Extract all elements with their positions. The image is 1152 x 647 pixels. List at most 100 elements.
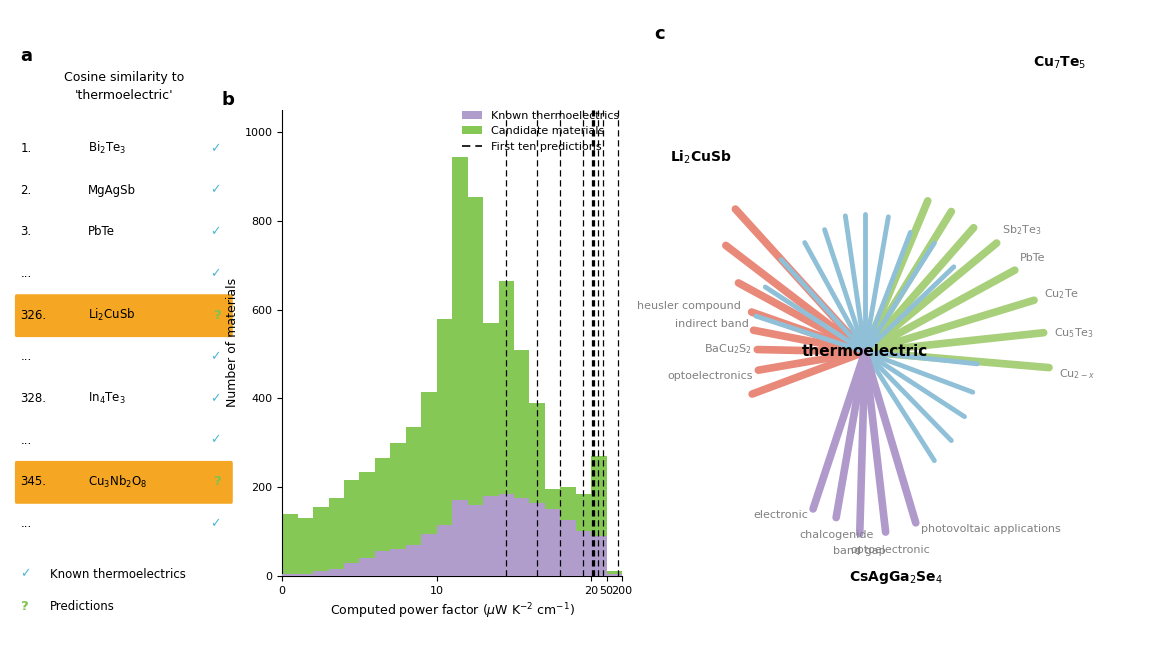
Bar — [406, 545, 422, 576]
Text: ✓: ✓ — [210, 392, 220, 405]
X-axis label: Computed power factor ($\mu$W K$^{-2}$ cm$^{-1}$): Computed power factor ($\mu$W K$^{-2}$ c… — [329, 601, 575, 620]
Bar — [499, 281, 514, 576]
Bar — [374, 458, 391, 576]
Bar — [391, 443, 406, 576]
Bar — [483, 323, 499, 576]
Text: ...: ... — [21, 517, 32, 530]
Bar — [344, 481, 359, 576]
Bar — [591, 456, 607, 576]
Bar — [545, 489, 560, 576]
Bar — [437, 525, 452, 576]
Text: a: a — [21, 47, 32, 65]
Text: Bi$_2$Te$_3$: Bi$_2$Te$_3$ — [88, 140, 126, 157]
Legend: Known thermoelectrics, Candidate materials, First ten predictions: Known thermoelectrics, Candidate materia… — [457, 106, 623, 156]
Bar — [328, 498, 344, 576]
Text: optoelectronic: optoelectronic — [851, 545, 931, 554]
Text: ?: ? — [213, 309, 220, 322]
Text: ...: ... — [21, 267, 32, 280]
Text: photovoltaic applications: photovoltaic applications — [920, 524, 1061, 534]
Text: b: b — [221, 91, 234, 109]
Bar — [576, 531, 591, 576]
Bar — [328, 569, 344, 576]
Bar — [607, 571, 622, 576]
Text: ...: ... — [21, 433, 32, 446]
Text: CsAgGa$_2$Se$_4$: CsAgGa$_2$Se$_4$ — [849, 569, 942, 586]
Text: ✓: ✓ — [210, 267, 220, 280]
Bar — [576, 494, 591, 576]
FancyBboxPatch shape — [15, 461, 233, 504]
FancyBboxPatch shape — [15, 294, 233, 337]
Bar — [530, 503, 545, 576]
Bar — [607, 574, 622, 576]
Bar — [437, 318, 452, 576]
Text: Cu$_5$Te$_3$: Cu$_5$Te$_3$ — [1054, 326, 1094, 340]
Text: 3.: 3. — [21, 225, 31, 238]
Bar — [530, 403, 545, 576]
Text: thermoelectric: thermoelectric — [802, 344, 929, 359]
Text: Cosine similarity to
'thermoelectric': Cosine similarity to 'thermoelectric' — [63, 71, 184, 102]
Text: c: c — [654, 25, 666, 43]
Text: ...: ... — [21, 350, 32, 363]
Bar — [422, 391, 437, 576]
Bar — [406, 427, 422, 576]
Text: Sb$_2$Te$_3$: Sb$_2$Te$_3$ — [1002, 224, 1041, 237]
Text: 1.: 1. — [21, 142, 32, 155]
Bar — [560, 520, 576, 576]
Text: Cu$_7$Te$_5$: Cu$_7$Te$_5$ — [1033, 55, 1086, 71]
Bar — [560, 487, 576, 576]
Bar — [452, 500, 468, 576]
Bar — [591, 536, 607, 576]
Text: ✓: ✓ — [210, 142, 220, 155]
Bar — [452, 157, 468, 576]
Bar — [468, 505, 483, 576]
Bar — [344, 562, 359, 576]
Text: PbTe: PbTe — [1020, 252, 1045, 263]
Text: optoelectronics: optoelectronics — [668, 371, 753, 382]
Text: 2.: 2. — [21, 184, 32, 197]
Text: Cu$_{2-x}$: Cu$_{2-x}$ — [1060, 367, 1096, 381]
Bar — [374, 551, 391, 576]
Bar — [391, 549, 406, 576]
Bar — [499, 494, 514, 576]
Y-axis label: Number of materials: Number of materials — [226, 278, 238, 408]
Text: indirect band: indirect band — [675, 319, 749, 329]
Text: electronic: electronic — [753, 510, 808, 520]
Bar — [545, 509, 560, 576]
Bar — [422, 534, 437, 576]
Bar — [514, 349, 530, 576]
Text: 326.: 326. — [21, 309, 46, 322]
Text: ✓: ✓ — [210, 225, 220, 238]
Text: band gap: band gap — [833, 546, 886, 556]
Text: 328.: 328. — [21, 392, 46, 405]
Text: Cu$_2$Te: Cu$_2$Te — [1045, 287, 1079, 301]
Text: Cu$_3$Nb$_2$O$_8$: Cu$_3$Nb$_2$O$_8$ — [88, 474, 147, 490]
Text: In$_4$Te$_3$: In$_4$Te$_3$ — [88, 391, 126, 406]
Text: 345.: 345. — [21, 476, 46, 488]
Text: ✓: ✓ — [210, 350, 220, 363]
Text: Li$_2$CuSb: Li$_2$CuSb — [670, 149, 732, 166]
Bar — [313, 507, 328, 576]
Bar — [313, 571, 328, 576]
Text: BaCu$_2$S$_2$: BaCu$_2$S$_2$ — [704, 343, 752, 356]
Text: ✓: ✓ — [210, 517, 220, 530]
Bar — [297, 574, 313, 576]
Bar — [468, 197, 483, 576]
Bar — [282, 514, 297, 576]
Bar — [359, 558, 374, 576]
Bar — [297, 518, 313, 576]
Bar — [282, 574, 297, 576]
Text: PbTe: PbTe — [88, 225, 115, 238]
Bar — [359, 472, 374, 576]
Text: Known thermoelectrics: Known thermoelectrics — [50, 567, 185, 580]
Text: ✓: ✓ — [210, 433, 220, 446]
Text: ?: ? — [213, 476, 220, 488]
Bar — [483, 496, 499, 576]
Text: Predictions: Predictions — [50, 600, 114, 613]
Bar — [514, 498, 530, 576]
Text: ?: ? — [21, 600, 29, 613]
Text: Li$_2$CuSb: Li$_2$CuSb — [88, 307, 136, 323]
Text: ✓: ✓ — [21, 567, 31, 580]
Text: chalcogenide: chalcogenide — [799, 530, 873, 540]
Text: heusler compound: heusler compound — [637, 301, 742, 311]
Text: ✓: ✓ — [210, 184, 220, 197]
